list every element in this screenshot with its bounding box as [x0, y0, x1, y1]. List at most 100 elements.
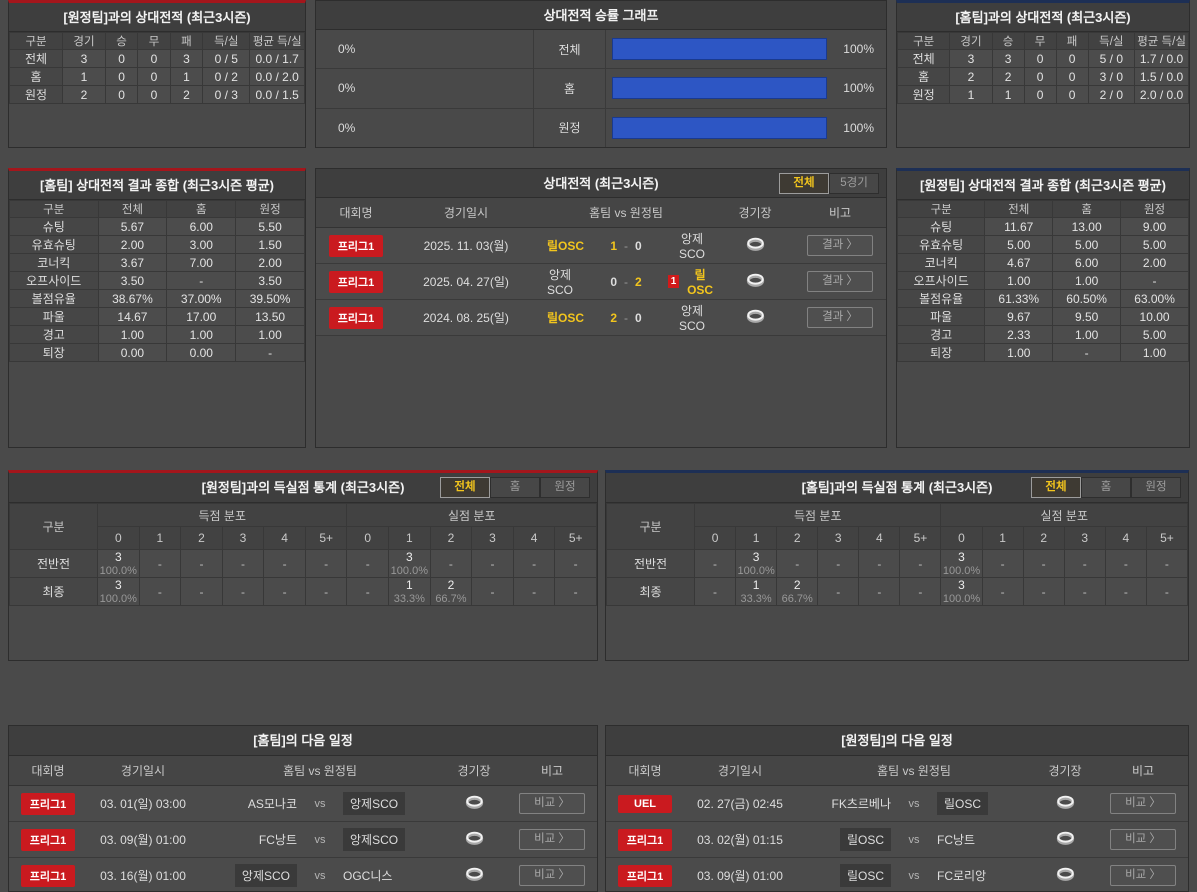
- conceded-cell: 3 100.0%: [388, 549, 431, 578]
- panel-goal-stats-vs-away: [원정팀]과의 득실점 통계 (최근3시즌) 전체 홈 원정 구분 득점 분포 실점 분…: [8, 470, 598, 661]
- scored-count-header: 4: [263, 526, 306, 550]
- away-summary-cell: 61.33%: [984, 289, 1054, 308]
- h2h-tab-1[interactable]: 5경기: [829, 173, 879, 194]
- stadium-icon[interactable]: [465, 831, 484, 845]
- league-badge: 프리그1: [21, 864, 75, 887]
- goal-stats-left-tab-0[interactable]: 전체: [440, 477, 490, 498]
- home-win-bar-track: [363, 38, 525, 60]
- away-win-bar-track: [612, 116, 827, 139]
- goal-stats-left-tab-2[interactable]: 원정: [540, 477, 590, 498]
- panel-title: [원정팀] 상대전적 결과 종합 (최근3시즌 평균): [920, 178, 1166, 193]
- compare-button[interactable]: 비교 〉: [1110, 829, 1176, 850]
- h2h-tab-0[interactable]: 전체: [779, 173, 829, 194]
- conceded-cell: -: [1145, 549, 1188, 578]
- vs-away-record-cell: 1: [169, 67, 204, 86]
- home-score: 1: [610, 238, 617, 253]
- goal-stats-right-tab-1[interactable]: 홈: [1081, 477, 1131, 498]
- goal-stats-left-tab-1[interactable]: 홈: [490, 477, 540, 498]
- goal-stats-right-tab-0[interactable]: 전체: [1031, 477, 1081, 498]
- compare-button[interactable]: 비교 〉: [519, 829, 585, 850]
- home-win-bar-track: [363, 77, 525, 99]
- vs-away-record-row-label: 홈: [9, 67, 64, 86]
- away-summary-row: 슈팅 11.67 13.00 9.00: [897, 217, 1189, 236]
- home-summary-table: 구분 전체 홈 원정 슈팅 5.67 6.00 5.50 유효슈팅 2.00 3.00 1.50 코너킥…: [9, 200, 305, 362]
- result-button[interactable]: 결과 〉: [807, 235, 873, 256]
- away-summary-cell: 1.00: [1052, 271, 1122, 290]
- conceded-count-header: 5+: [554, 526, 597, 550]
- conceded-cell: -: [554, 549, 597, 578]
- scored-count-header: 0: [97, 526, 140, 550]
- stadium-icon[interactable]: [1056, 831, 1075, 845]
- scored-count-header: 2: [776, 526, 819, 550]
- scored-cell: -: [776, 549, 819, 578]
- stadium-icon[interactable]: [1056, 795, 1075, 809]
- vs-away-record-cell: 0 / 5: [202, 49, 251, 68]
- cell-percent: 66.7%: [781, 593, 813, 605]
- conceded-cell: -: [1063, 577, 1106, 606]
- away-summary-cell: 5.00: [1120, 325, 1189, 344]
- vs-away-record-column-header: 승: [104, 32, 139, 50]
- goal-stats-left-row-label: 최종: [9, 577, 98, 606]
- vs-home-record-column-header: 패: [1055, 32, 1089, 50]
- vs-away-record-cell: 1: [62, 67, 106, 86]
- vs-away-record-column-header: 평균 득/실: [249, 32, 305, 50]
- stadium-icon[interactable]: [746, 273, 765, 287]
- stadium-icon[interactable]: [1056, 867, 1075, 881]
- away-schedule-match-row: 프리그1 03. 09(월) 01:00 릴OSC vs FC로리앙 비교 〉: [606, 858, 1188, 891]
- cell-percent: 33.3%: [740, 593, 772, 605]
- league-badge: 프리그1: [618, 828, 672, 851]
- cell-percent: 100.0%: [942, 565, 981, 577]
- home-summary-row: 볼점유율 38.67% 37.00% 39.50%: [9, 289, 305, 308]
- panel-title: 상대전적 (최근3시즌): [543, 176, 659, 191]
- scored-count-header: 1: [138, 526, 182, 550]
- schedule-left-column-header: 대회명 경기일시 홈팀 vs 원정팀 경기장 비고: [9, 756, 597, 786]
- vs-label: vs: [908, 869, 920, 882]
- away-summary-row: 파울 9.67 9.50 10.00: [897, 307, 1189, 326]
- goal-stats-left-row: 최종 3 100.0% - - - - - -1 33.3% 2 66.7% - - -: [9, 577, 597, 606]
- away-summary-column-header: 전체: [984, 200, 1054, 218]
- vs-away-record-column-header: 구분: [9, 32, 64, 50]
- scored-cell: -: [180, 549, 223, 578]
- home-summary-cell: 5.50: [235, 217, 305, 236]
- vs-home-record-cell: 3: [949, 49, 993, 68]
- away-summary-table: 구분 전체 홈 원정 슈팅 11.67 13.00 9.00 유효슈팅 5.00 5.00 5.00 코…: [897, 200, 1189, 362]
- league-badge: 프리그1: [329, 270, 383, 293]
- away-win-bar-track: [612, 77, 827, 100]
- scored-cell: 3 100.0%: [97, 577, 140, 606]
- vs-away-record-cell: 0 / 3: [202, 85, 251, 104]
- home-summary-row-label: 슈팅: [9, 217, 99, 236]
- conceded-count-header: 4: [512, 526, 556, 550]
- goal-stats-right-tabs: 전체 홈 원정: [1031, 477, 1181, 498]
- cell-percent: 100.0%: [99, 593, 137, 605]
- vs-label: vs: [908, 797, 920, 810]
- cell-percent: 100.0%: [942, 593, 981, 605]
- vs-away-record-column-header: 무: [137, 32, 171, 50]
- score-separator: -: [624, 238, 628, 253]
- away-win-bar: [612, 77, 827, 100]
- home-summary-row-label: 퇴장: [9, 343, 99, 362]
- schedule-left-list: 프리그1 03. 01(일) 03:00 AS모나코 vs 앙제SCO 비교 〉 프리그1 0…: [9, 786, 597, 891]
- compare-button[interactable]: 비교 〉: [1110, 793, 1176, 814]
- compare-button[interactable]: 비교 〉: [519, 865, 585, 886]
- cell-count: 3: [958, 578, 965, 592]
- win-rate-graph: 0% 전체 100% 0% 홈 100% 0% 원정 100%: [316, 30, 886, 147]
- away-summary-cell: -: [1120, 271, 1189, 290]
- home-summary-row: 유효슈팅 2.00 3.00 1.50: [9, 235, 305, 254]
- conceded-cell: -: [429, 549, 473, 578]
- stadium-icon[interactable]: [746, 309, 765, 323]
- scored-cell: 2 66.7%: [776, 577, 819, 606]
- away-summary-cell: 6.00: [1052, 253, 1122, 272]
- result-button[interactable]: 결과 〉: [807, 271, 873, 292]
- result-button[interactable]: 결과 〉: [807, 307, 873, 328]
- stadium-icon[interactable]: [465, 795, 484, 809]
- compare-button[interactable]: 비교 〉: [1110, 865, 1176, 886]
- conceded-count-header: 3: [471, 526, 514, 550]
- away-win-bar: [612, 38, 827, 61]
- stadium-icon[interactable]: [746, 237, 765, 251]
- panel-away-team-vs-home-record: [홈팀]과의 상대전적 (최근3시즌) 구분 경기 승 무 패 득/실 평균 득/실 전체 3 3…: [896, 0, 1190, 148]
- goal-stats-right-tab-2[interactable]: 원정: [1131, 477, 1181, 498]
- home-summary-cell: 0.00: [97, 343, 168, 362]
- vs-away-record-cell: 0: [104, 67, 139, 86]
- stadium-icon[interactable]: [465, 867, 484, 881]
- compare-button[interactable]: 비교 〉: [519, 793, 585, 814]
